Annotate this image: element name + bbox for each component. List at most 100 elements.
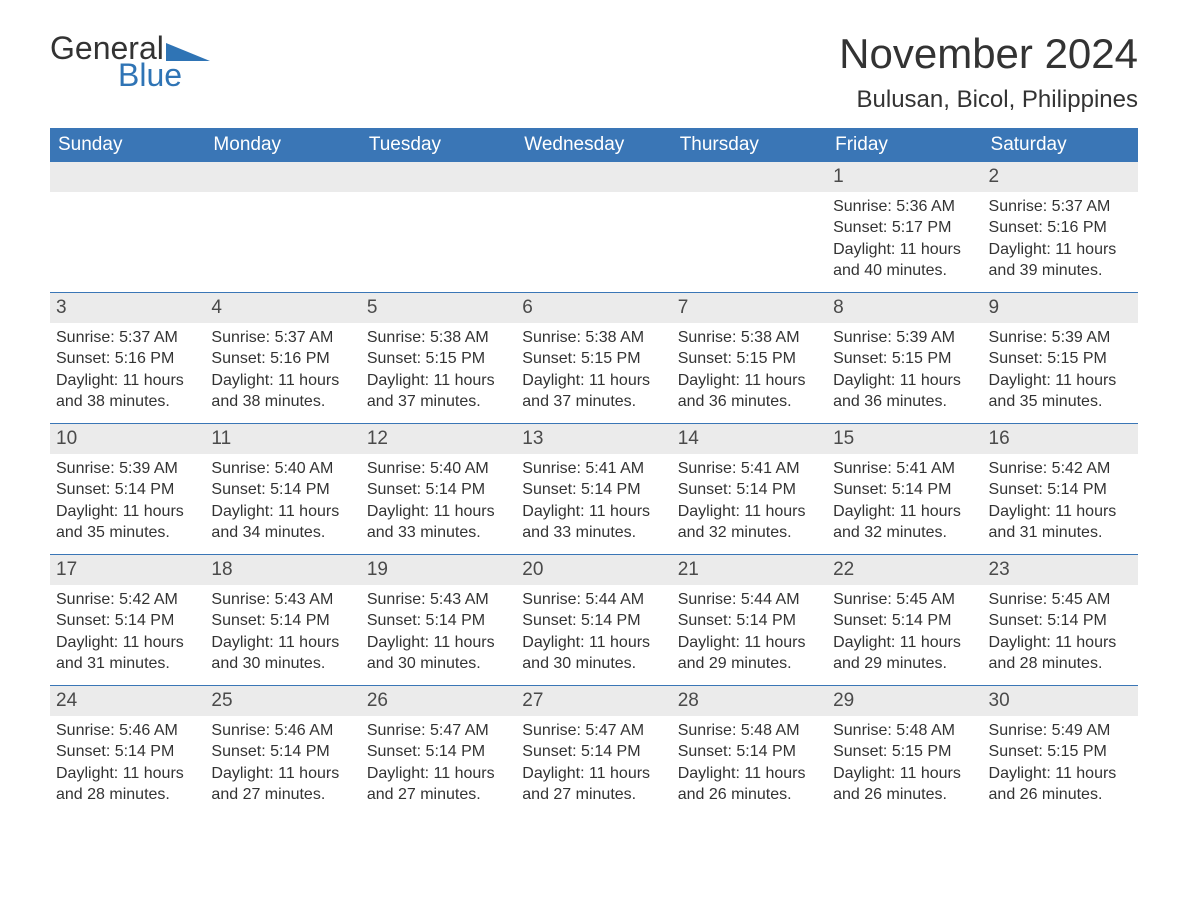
day-cell: 17Sunrise: 5:42 AMSunset: 5:14 PMDayligh… (50, 555, 205, 685)
day-details: Sunrise: 5:46 AMSunset: 5:14 PMDaylight:… (56, 720, 199, 806)
day-details: Sunrise: 5:45 AMSunset: 5:14 PMDaylight:… (833, 589, 976, 675)
day-details: Sunrise: 5:36 AMSunset: 5:17 PMDaylight:… (833, 196, 976, 282)
sunrise-line: Sunrise: 5:44 AM (522, 589, 665, 611)
day-details: Sunrise: 5:40 AMSunset: 5:14 PMDaylight:… (211, 458, 354, 544)
sunset-line: Sunset: 5:14 PM (367, 479, 510, 501)
day-cell: 6Sunrise: 5:38 AMSunset: 5:15 PMDaylight… (516, 293, 671, 423)
day-number: 6 (516, 293, 671, 323)
dow-cell: Saturday (983, 128, 1138, 162)
sunrise-line: Sunrise: 5:37 AM (211, 327, 354, 349)
day-number: 27 (516, 686, 671, 716)
sunset-line: Sunset: 5:15 PM (833, 348, 976, 370)
day-number: 29 (827, 686, 982, 716)
day-cell: 22 Sunrise: 5:45 AMSunset: 5:14 PMDayligh… (827, 555, 982, 685)
daylight-line: Daylight: 11 hours and 27 minutes. (367, 763, 510, 806)
daylight-line: Daylight: 11 hours and 36 minutes. (833, 370, 976, 413)
daylight-line: Daylight: 11 hours and 38 minutes. (211, 370, 354, 413)
day-number: 24 (50, 686, 205, 716)
daylight-line: Daylight: 11 hours and 30 minutes. (367, 632, 510, 675)
sunset-line: Sunset: 5:14 PM (211, 741, 354, 763)
day-details: Sunrise: 5:38 AMSunset: 5:15 PMDaylight:… (678, 327, 821, 413)
daylight-line: Daylight: 11 hours and 28 minutes. (56, 763, 199, 806)
daylight-line: Daylight: 11 hours and 28 minutes. (989, 632, 1132, 675)
sunset-line: Sunset: 5:15 PM (833, 741, 976, 763)
sunset-line: Sunset: 5:14 PM (367, 610, 510, 632)
sunset-line: Sunset: 5:14 PM (989, 610, 1132, 632)
day-number: 11 (205, 424, 360, 454)
daylight-line: Daylight: 11 hours and 30 minutes. (211, 632, 354, 675)
day-cell: 11 Sunrise: 5:40 AMSunset: 5:14 PMDayligh… (205, 424, 360, 554)
day-cell: 14Sunrise: 5:41 AMSunset: 5:14 PMDayligh… (672, 424, 827, 554)
daylight-line: Daylight: 11 hours and 33 minutes. (522, 501, 665, 544)
day-number (50, 162, 205, 192)
day-number: 20 (516, 555, 671, 585)
day-cell: 26 Sunrise: 5:47 AMSunset: 5:14 PMDayligh… (361, 686, 516, 816)
day-number: 8 (827, 293, 982, 323)
sunset-line: Sunset: 5:14 PM (522, 610, 665, 632)
title-block: November 2024 Bulusan, Bicol, Philippine… (839, 30, 1138, 114)
day-details: Sunrise: 5:47 AMSunset: 5:14 PMDaylight:… (367, 720, 510, 806)
day-details: Sunrise: 5:39 AMSunset: 5:15 PMDaylight:… (989, 327, 1132, 413)
day-of-week-row: SundayMondayTuesdayWednesdayThursdayFrid… (50, 128, 1138, 162)
day-details: Sunrise: 5:47 AMSunset: 5:14 PMDaylight:… (522, 720, 665, 806)
day-details: Sunrise: 5:39 AMSunset: 5:15 PMDaylight:… (833, 327, 976, 413)
day-cell: 16Sunrise: 5:42 AMSunset: 5:14 PMDayligh… (983, 424, 1138, 554)
day-cell: 13Sunrise: 5:41 AMSunset: 5:14 PMDayligh… (516, 424, 671, 554)
daylight-line: Daylight: 11 hours and 26 minutes. (678, 763, 821, 806)
day-details: Sunrise: 5:43 AMSunset: 5:14 PMDaylight:… (367, 589, 510, 675)
day-details: Sunrise: 5:48 AMSunset: 5:14 PMDaylight:… (678, 720, 821, 806)
day-details: Sunrise: 5:45 AMSunset: 5:14 PMDaylight:… (989, 589, 1132, 675)
daylight-line: Daylight: 11 hours and 32 minutes. (833, 501, 976, 544)
sunset-line: Sunset: 5:14 PM (678, 741, 821, 763)
sunrise-line: Sunrise: 5:42 AM (56, 589, 199, 611)
logo-word2: Blue (118, 57, 182, 94)
day-details: Sunrise: 5:44 AMSunset: 5:14 PMDaylight:… (678, 589, 821, 675)
day-cell: 27 Sunrise: 5:47 AMSunset: 5:14 PMDayligh… (516, 686, 671, 816)
dow-cell: Tuesday (361, 128, 516, 162)
week-row: 17Sunrise: 5:42 AMSunset: 5:14 PMDayligh… (50, 554, 1138, 685)
week-row: 10Sunrise: 5:39 AMSunset: 5:14 PMDayligh… (50, 423, 1138, 554)
sunset-line: Sunset: 5:16 PM (56, 348, 199, 370)
day-details: Sunrise: 5:44 AMSunset: 5:14 PMDaylight:… (522, 589, 665, 675)
day-number: 22 (827, 555, 982, 585)
day-cell: 25Sunrise: 5:46 AMSunset: 5:14 PMDayligh… (205, 686, 360, 816)
location: Bulusan, Bicol, Philippines (839, 86, 1138, 114)
day-details: Sunrise: 5:38 AMSunset: 5:15 PMDaylight:… (367, 327, 510, 413)
day-cell-empty (672, 162, 827, 292)
day-cell: 8 Sunrise: 5:39 AMSunset: 5:15 PMDaylight… (827, 293, 982, 423)
day-number: 1 (827, 162, 982, 192)
sunrise-line: Sunrise: 5:42 AM (989, 458, 1132, 480)
daylight-line: Daylight: 11 hours and 27 minutes. (522, 763, 665, 806)
day-number: 16 (983, 424, 1138, 454)
daylight-line: Daylight: 11 hours and 31 minutes. (989, 501, 1132, 544)
sunset-line: Sunset: 5:14 PM (678, 479, 821, 501)
sunset-line: Sunset: 5:14 PM (211, 610, 354, 632)
sunrise-line: Sunrise: 5:45 AM (989, 589, 1132, 611)
day-details: Sunrise: 5:41 AMSunset: 5:14 PMDaylight:… (833, 458, 976, 544)
sunrise-line: Sunrise: 5:43 AM (211, 589, 354, 611)
week-row: 1 Sunrise: 5:36 AMSunset: 5:17 PMDaylight… (50, 162, 1138, 292)
day-number: 2 (983, 162, 1138, 192)
sunset-line: Sunset: 5:14 PM (833, 479, 976, 501)
weeks-container: 1 Sunrise: 5:36 AMSunset: 5:17 PMDaylight… (50, 162, 1138, 816)
daylight-line: Daylight: 11 hours and 37 minutes. (367, 370, 510, 413)
day-number (516, 162, 671, 192)
day-cell: 20 Sunrise: 5:44 AMSunset: 5:14 PMDayligh… (516, 555, 671, 685)
sunset-line: Sunset: 5:16 PM (211, 348, 354, 370)
day-cell: 15Sunrise: 5:41 AMSunset: 5:14 PMDayligh… (827, 424, 982, 554)
day-details: Sunrise: 5:37 AMSunset: 5:16 PMDaylight:… (989, 196, 1132, 282)
daylight-line: Daylight: 11 hours and 29 minutes. (678, 632, 821, 675)
day-number (672, 162, 827, 192)
day-cell-empty (516, 162, 671, 292)
day-details: Sunrise: 5:43 AMSunset: 5:14 PMDaylight:… (211, 589, 354, 675)
sunset-line: Sunset: 5:15 PM (678, 348, 821, 370)
sunrise-line: Sunrise: 5:41 AM (833, 458, 976, 480)
sunrise-line: Sunrise: 5:46 AM (56, 720, 199, 742)
day-cell-empty (205, 162, 360, 292)
month-title: November 2024 (839, 30, 1138, 78)
day-number: 26 (361, 686, 516, 716)
day-cell: 21Sunrise: 5:44 AMSunset: 5:14 PMDayligh… (672, 555, 827, 685)
day-details: Sunrise: 5:41 AMSunset: 5:14 PMDaylight:… (678, 458, 821, 544)
day-cell: 24 Sunrise: 5:46 AMSunset: 5:14 PMDayligh… (50, 686, 205, 816)
day-cell: 30Sunrise: 5:49 AMSunset: 5:15 PMDayligh… (983, 686, 1138, 816)
